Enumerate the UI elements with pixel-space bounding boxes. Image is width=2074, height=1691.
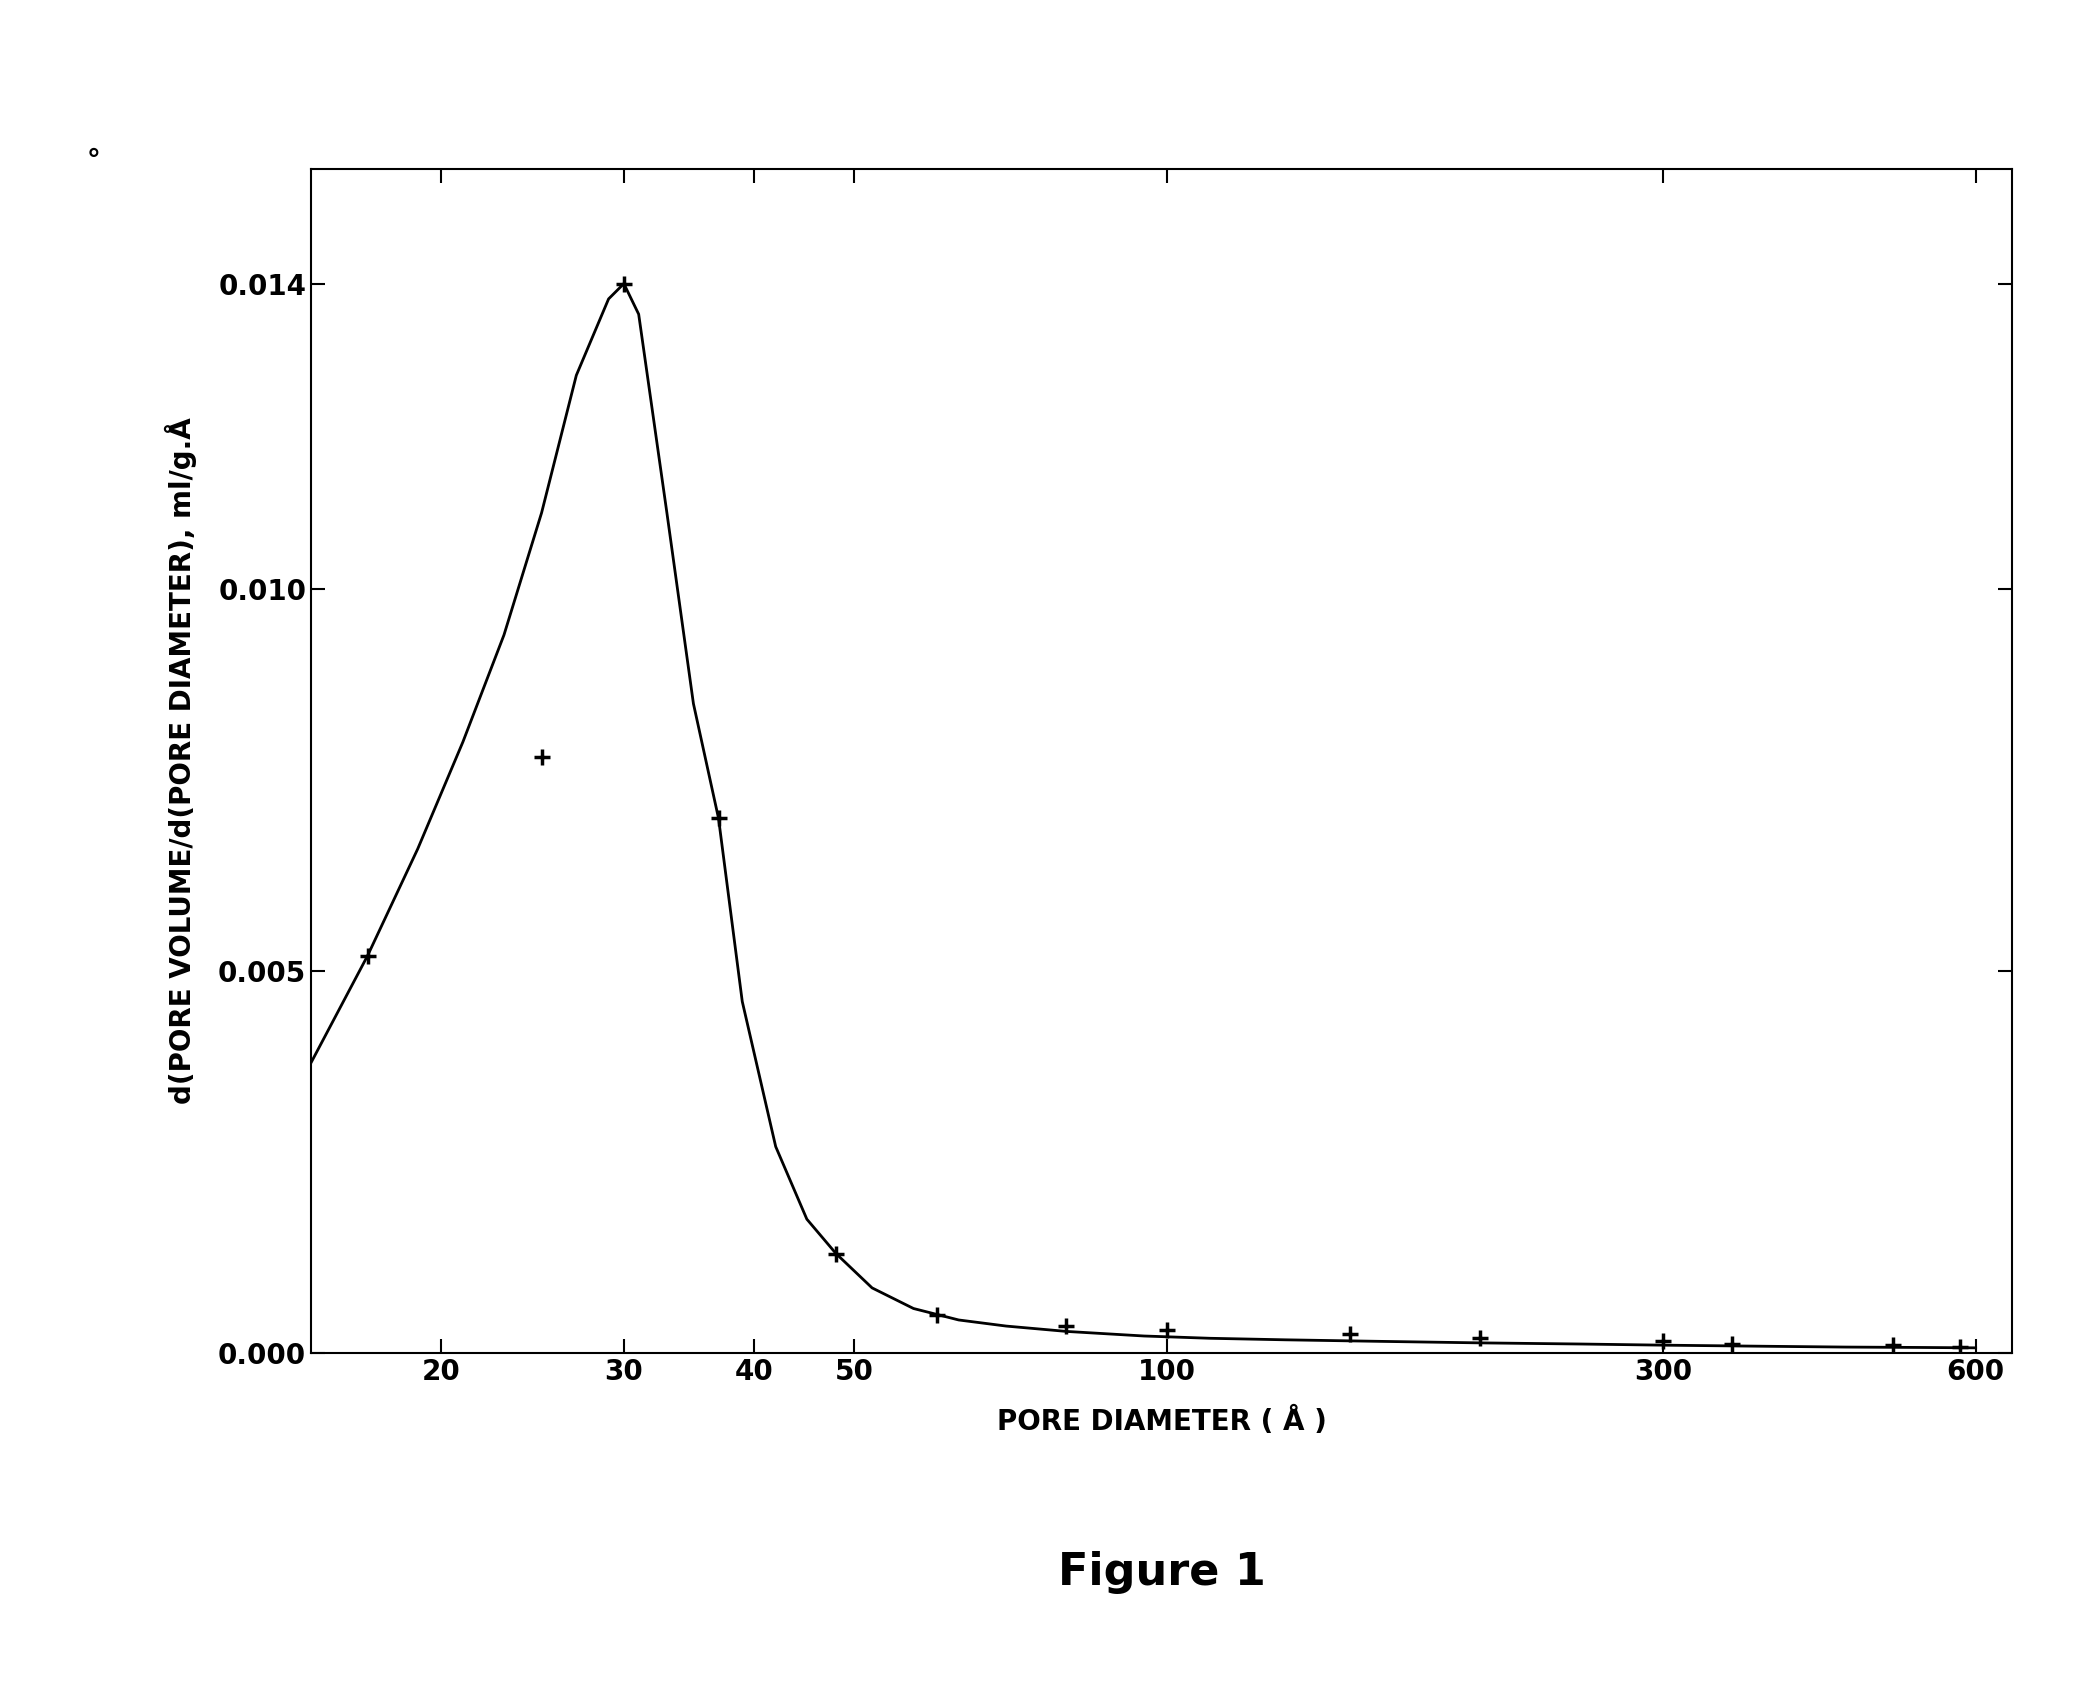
Text: Figure 1: Figure 1 <box>1058 1551 1265 1595</box>
Y-axis label: d(PORE VOLUME/d(PORE DIAMETER), ml/g.Å: d(PORE VOLUME/d(PORE DIAMETER), ml/g.Å <box>166 418 197 1104</box>
Text: °: ° <box>87 147 100 174</box>
X-axis label: PORE DIAMETER ( Å ): PORE DIAMETER ( Å ) <box>996 1407 1327 1436</box>
